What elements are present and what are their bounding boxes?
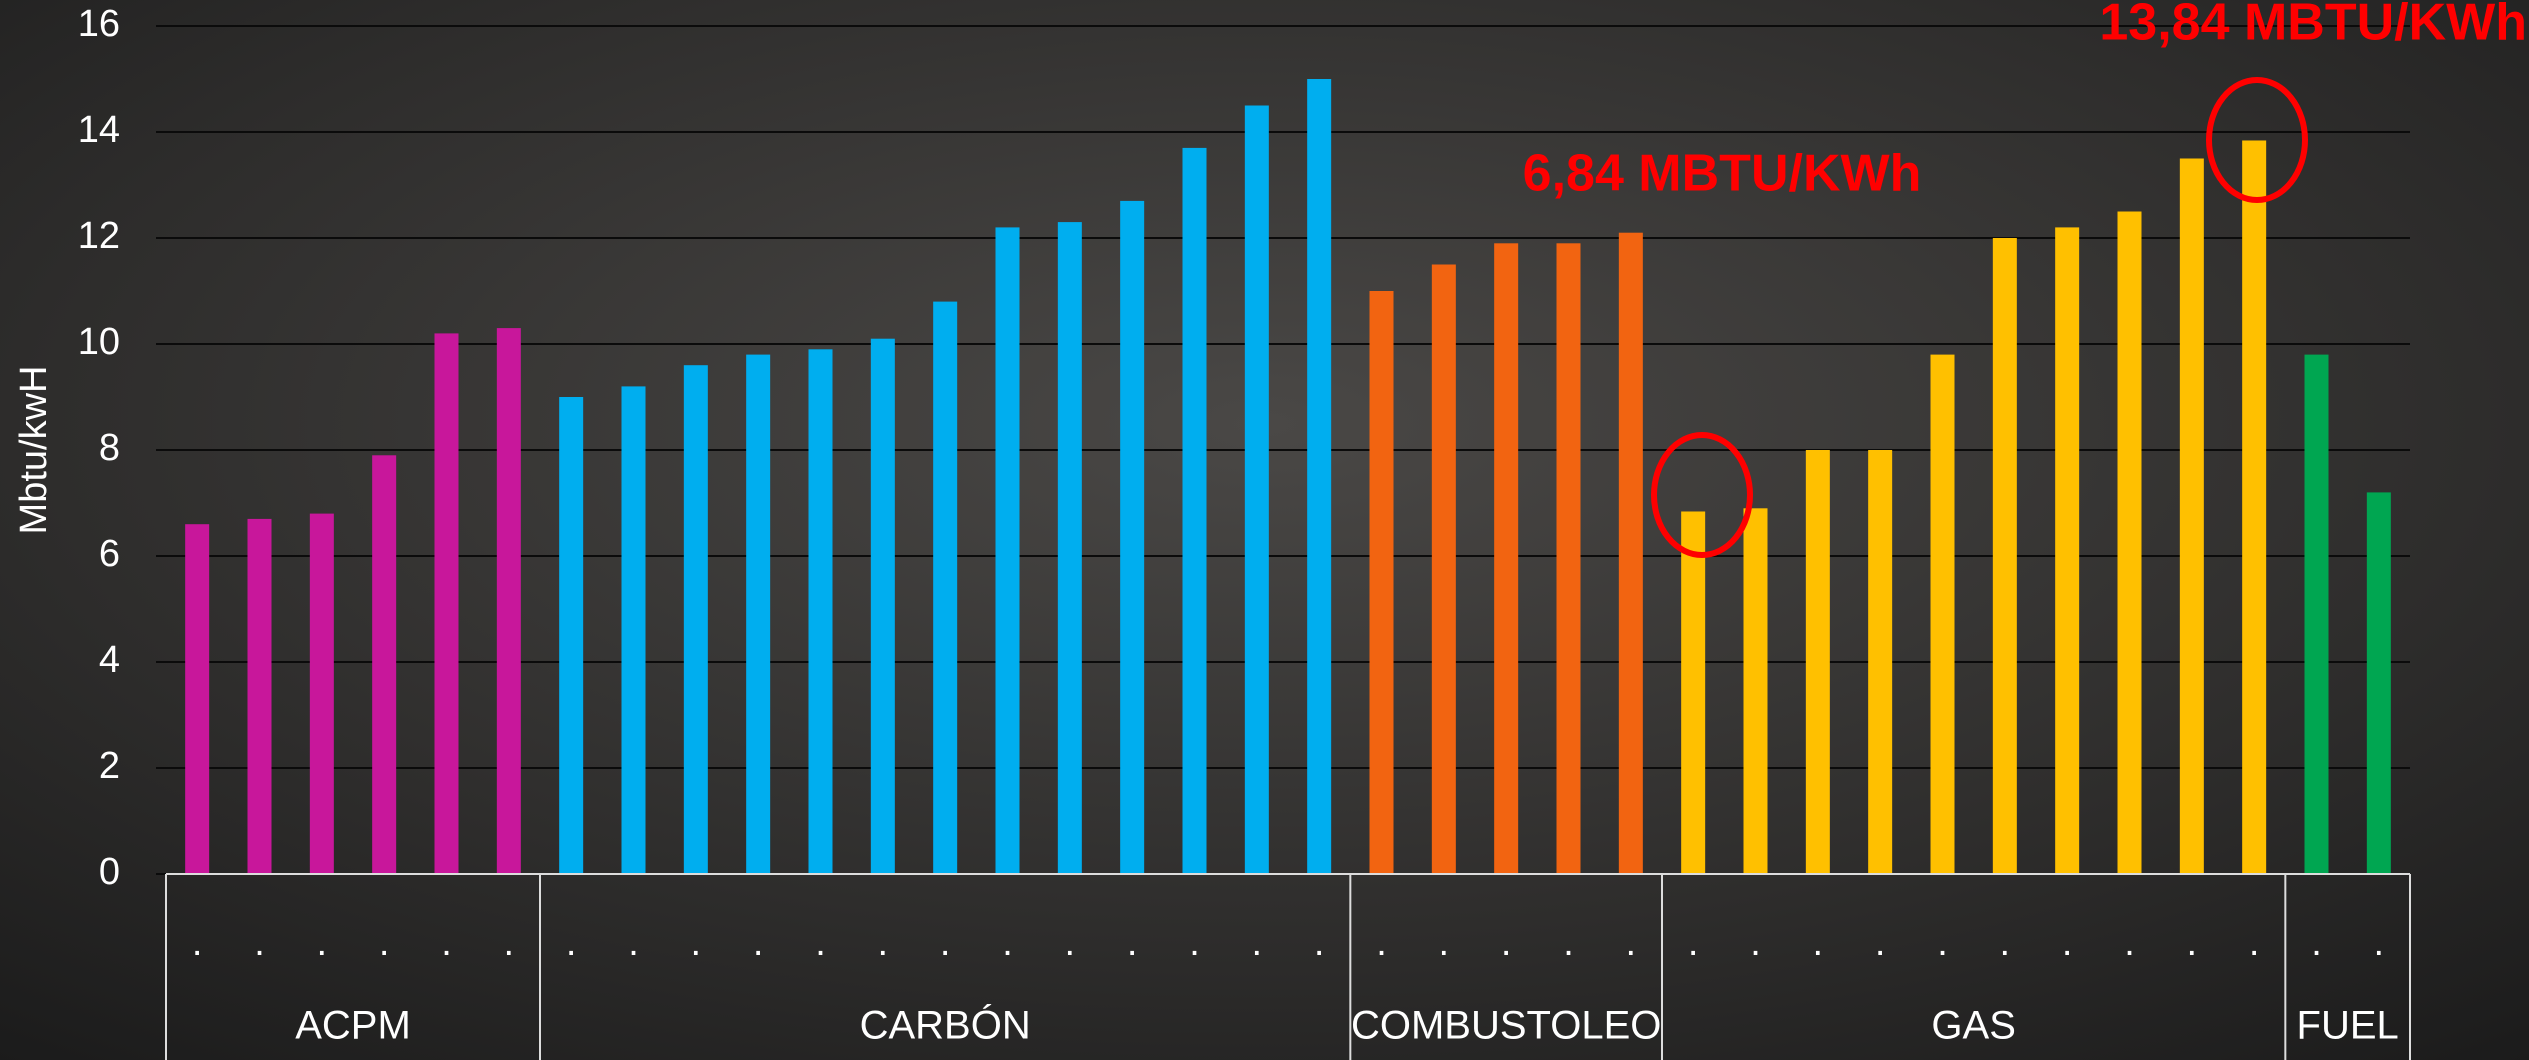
x-tick-label: . [2311, 922, 2322, 964]
y-tick-label: 16 [78, 3, 120, 45]
annotation: 6,84 MBTU/KWh [1523, 145, 1922, 203]
x-tick-label: . [691, 922, 702, 964]
group-label: CARBÓN [860, 1003, 1031, 1048]
x-tick-label: . [2249, 922, 2260, 964]
x-tick-label: . [1252, 922, 1263, 964]
group-label: ACPM [295, 1004, 411, 1048]
bar [1244, 105, 1269, 874]
x-tick-label: . [1127, 922, 1138, 964]
x-tick-label: . [1439, 922, 1450, 964]
annotation: 13,84 MBTU/KWh [2099, 0, 2527, 52]
x-tick-label: . [1875, 922, 1886, 964]
bar [1992, 238, 2017, 874]
x-tick-label: . [317, 922, 328, 964]
bar [1120, 200, 1145, 874]
x-tick-label: . [1563, 922, 1574, 964]
x-tick-label: . [1189, 922, 1200, 964]
x-tick-label: . [753, 922, 764, 964]
bar [559, 397, 584, 874]
group-label: COMBUSTOLEO [1351, 1004, 1661, 1048]
x-tick-label: . [1688, 922, 1699, 964]
highlight-circle [1651, 432, 1753, 558]
bar [1431, 264, 1456, 874]
x-tick-label: . [2062, 922, 2073, 964]
bar [247, 518, 272, 874]
bar [808, 349, 833, 874]
x-tick-label: . [1314, 922, 1325, 964]
x-tick-label: . [1813, 922, 1824, 964]
bar [185, 524, 210, 874]
bar [1057, 222, 1082, 875]
x-tick-label: . [1501, 922, 1512, 964]
bar [2242, 140, 2267, 875]
x-tick-label: . [504, 922, 515, 964]
bar [1681, 511, 1706, 874]
x-tick-label: . [566, 922, 577, 964]
y-tick-label: 10 [78, 321, 120, 363]
bar [309, 513, 334, 874]
x-tick-label: . [1626, 922, 1637, 964]
bar [2117, 211, 2142, 874]
bar [1930, 354, 1955, 875]
x-tick-label: . [192, 922, 203, 964]
bar [2304, 354, 2329, 875]
bar [372, 455, 397, 874]
bar [2366, 492, 2391, 874]
x-tick-label: . [441, 922, 452, 964]
bar [1494, 243, 1519, 875]
bar [870, 338, 895, 874]
y-tick-label: 14 [78, 109, 120, 151]
bar [1805, 450, 1830, 874]
x-tick-label: . [878, 922, 889, 964]
group-label: FUEL [2297, 1004, 2399, 1048]
y-tick-label: 6 [99, 533, 120, 575]
y-tick-label: 0 [99, 851, 120, 893]
x-tick-label: . [1002, 922, 1013, 964]
bar [746, 354, 771, 875]
x-tick-label: . [1065, 922, 1076, 964]
x-tick-label: . [628, 922, 639, 964]
y-tick-label: 8 [99, 427, 120, 469]
x-tick-label: . [2187, 922, 2198, 964]
bar [434, 333, 459, 874]
bar [1307, 79, 1332, 874]
bar [496, 328, 521, 875]
x-tick-label: . [1376, 922, 1387, 964]
y-axis-label: Mbtu/kwH [13, 366, 55, 535]
y-tick-label: 2 [99, 745, 120, 787]
x-tick-label: . [254, 922, 265, 964]
x-tick-label: . [1937, 922, 1948, 964]
bar [2055, 227, 2080, 874]
bar [621, 386, 646, 874]
bar [995, 227, 1020, 874]
bar [1182, 147, 1207, 874]
x-tick-label: . [2374, 922, 2385, 964]
x-tick-label: . [379, 922, 390, 964]
x-tick-label: . [815, 922, 826, 964]
x-tick-label: . [940, 922, 951, 964]
bar [1618, 232, 1643, 874]
bar [1369, 291, 1394, 874]
bar [683, 365, 708, 874]
x-tick-label: . [1750, 922, 1761, 964]
bar [1556, 243, 1581, 875]
y-tick-label: 4 [99, 639, 120, 681]
group-label: GAS [1931, 1004, 2015, 1048]
bar [2179, 158, 2204, 874]
bar [1868, 450, 1893, 874]
y-tick-label: 12 [78, 215, 120, 257]
bar [933, 301, 958, 875]
highlight-circle [2206, 77, 2308, 203]
x-tick-label: . [2000, 922, 2011, 964]
bar [1743, 508, 1768, 874]
x-tick-label: . [2124, 922, 2135, 964]
